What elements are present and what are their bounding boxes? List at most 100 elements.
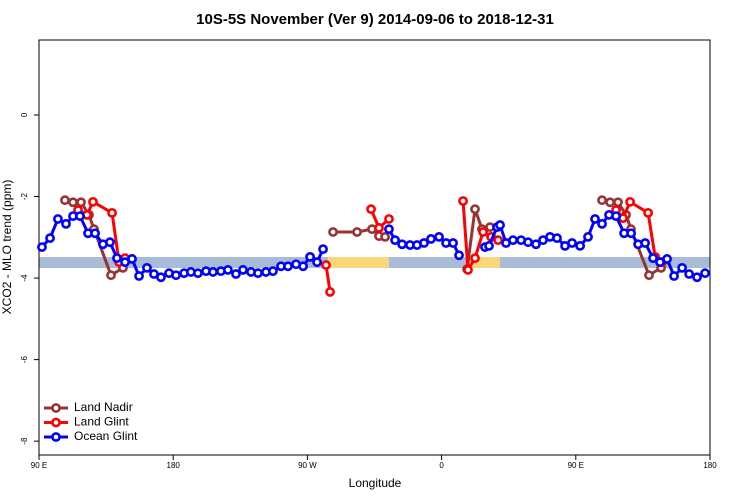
point [508, 235, 518, 246]
point [171, 270, 181, 281]
point [366, 204, 376, 215]
y-tick-label: 0 [20, 112, 29, 117]
point [613, 197, 623, 208]
point [223, 265, 233, 275]
legend-marker [51, 432, 61, 442]
point [684, 269, 695, 279]
point [597, 218, 607, 229]
point [626, 228, 637, 239]
point [454, 250, 464, 261]
point [531, 239, 541, 250]
point [692, 272, 702, 283]
point [426, 234, 436, 244]
point [384, 224, 394, 235]
point [644, 270, 654, 281]
point [605, 197, 615, 208]
point [318, 244, 328, 255]
point [45, 233, 55, 244]
point [640, 238, 651, 248]
x-tick-label: 90 E [31, 461, 47, 470]
legend-label: Ocean Glint [74, 429, 138, 443]
point [470, 253, 480, 263]
legend-marker [51, 417, 61, 428]
point [590, 214, 600, 224]
point [493, 235, 504, 246]
point [463, 265, 473, 275]
legend-marker [51, 403, 61, 413]
point [700, 268, 710, 279]
point [127, 254, 137, 264]
point [523, 237, 533, 248]
point [611, 211, 621, 222]
point [321, 260, 331, 270]
point [380, 232, 390, 242]
point [648, 253, 658, 263]
point [112, 253, 122, 263]
point [76, 197, 86, 208]
point [384, 214, 394, 224]
x-tick-label: 90 W [298, 461, 317, 470]
point [283, 261, 293, 272]
point [374, 223, 384, 233]
point [37, 242, 47, 252]
point [470, 204, 480, 215]
y-tick-label: -8 [20, 437, 29, 445]
point [328, 227, 338, 237]
point [61, 218, 71, 229]
y-tick-label: -4 [20, 274, 29, 282]
point [419, 238, 429, 248]
x-axis-label: Longitude [349, 476, 402, 490]
point [583, 232, 593, 242]
point [134, 271, 144, 281]
point [105, 237, 115, 248]
point [662, 254, 672, 264]
point [253, 268, 263, 279]
point [238, 265, 248, 275]
point [53, 214, 63, 224]
point [352, 227, 362, 237]
x-tick-label: 0 [439, 461, 444, 470]
point [193, 268, 203, 279]
plot-frame [38, 39, 711, 456]
chart-title: 10S-5S November (Ver 9) 2014-09-06 to 20… [196, 11, 554, 28]
point [75, 211, 85, 222]
point [88, 196, 98, 207]
point [142, 262, 152, 273]
land-band [328, 257, 389, 268]
point [495, 220, 505, 230]
point [625, 196, 635, 207]
x-tick-label: 180 [167, 461, 181, 470]
point [677, 262, 688, 273]
point [156, 272, 166, 283]
point [231, 269, 241, 279]
point [60, 195, 70, 206]
point [434, 232, 444, 242]
point [325, 287, 335, 297]
point [106, 270, 116, 281]
point [208, 267, 218, 277]
point [397, 239, 407, 250]
legend-label: Land Nadir [74, 400, 133, 414]
point [669, 271, 679, 281]
point [107, 207, 117, 218]
point [567, 238, 577, 248]
point [458, 196, 468, 206]
point [575, 240, 586, 251]
point [305, 251, 315, 262]
point [597, 195, 607, 206]
point [268, 266, 278, 277]
point [68, 197, 78, 208]
x-tick-label: 180 [703, 461, 717, 470]
point [448, 238, 458, 248]
y-axis-label: XCO2 - MLO trend (ppm) [0, 180, 14, 315]
point [390, 235, 400, 246]
y-tick-label: -2 [20, 192, 29, 200]
point [552, 233, 562, 244]
point [298, 261, 308, 272]
point [478, 227, 488, 237]
land-band [470, 257, 500, 268]
point [643, 207, 654, 218]
y-tick-label: -6 [20, 356, 29, 364]
point [90, 228, 100, 239]
